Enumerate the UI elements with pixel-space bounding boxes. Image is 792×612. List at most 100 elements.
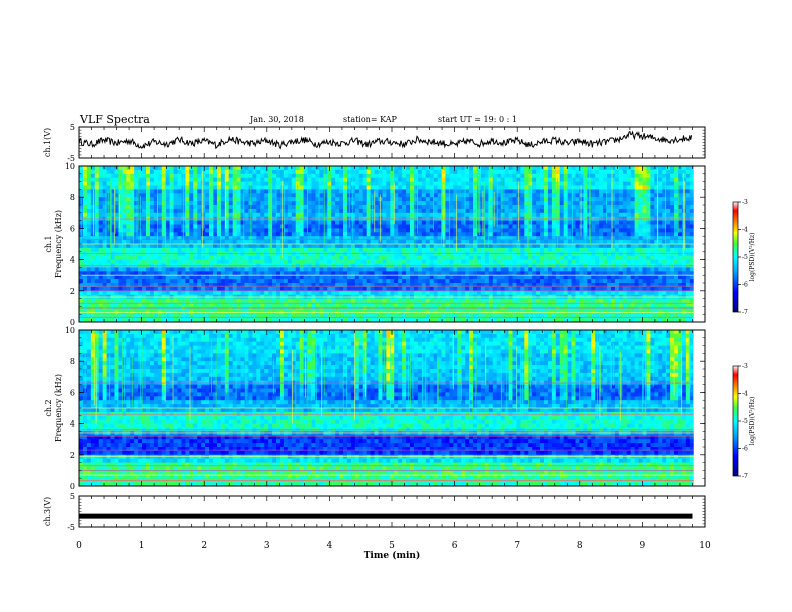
spectrogram-cell bbox=[500, 251, 505, 257]
spectrogram-cell bbox=[189, 279, 194, 284]
spectrogram-cell bbox=[86, 201, 92, 206]
spectrogram-cell bbox=[477, 251, 482, 257]
spectrogram-cell bbox=[610, 205, 616, 210]
spectrogram-cell bbox=[260, 236, 265, 241]
spectrogram-cell bbox=[563, 259, 569, 264]
spectrogram-cell bbox=[394, 185, 399, 190]
spectrogram-cell bbox=[630, 255, 636, 260]
spectrogram-cell bbox=[599, 267, 604, 272]
spectrogram-cell bbox=[571, 181, 576, 186]
spectrogram-cell bbox=[122, 279, 127, 284]
spectrogram-cell bbox=[268, 275, 273, 280]
spectrogram-cell bbox=[473, 193, 478, 198]
spectrogram-cell bbox=[398, 177, 403, 182]
spectrogram-cell bbox=[390, 197, 395, 202]
spectrogram-cell bbox=[201, 251, 206, 257]
spectrogram-cell bbox=[197, 259, 202, 264]
spectrogram-cell bbox=[681, 177, 687, 182]
spectrogram-cell bbox=[220, 193, 226, 198]
spectrogram-cell bbox=[339, 275, 344, 280]
spectrogram-cell bbox=[299, 236, 305, 241]
spectrogram-cell bbox=[603, 255, 608, 260]
spectrogram-cell bbox=[236, 275, 241, 280]
spectrogram-cell bbox=[607, 279, 612, 284]
spectrogram-cell bbox=[248, 177, 253, 182]
spectrogram-cell bbox=[161, 181, 167, 186]
spectrogram-cell bbox=[461, 212, 466, 218]
spectrogram-cell bbox=[662, 232, 667, 237]
spectrogram-cell bbox=[299, 181, 305, 186]
spectrogram-cell bbox=[674, 255, 679, 260]
spectrogram-cell bbox=[102, 220, 107, 225]
spectrogram-cell bbox=[319, 232, 324, 237]
spectrogram-cell bbox=[674, 224, 679, 229]
spectrogram-cell bbox=[595, 208, 600, 214]
spectrogram-cell bbox=[646, 169, 651, 175]
spectrogram-cell bbox=[445, 208, 450, 214]
spectrogram-cell bbox=[575, 220, 580, 225]
spectrogram-cell bbox=[654, 279, 659, 284]
spectrogram-cell bbox=[358, 255, 364, 260]
spectrogram-cell bbox=[335, 247, 340, 253]
spectrogram-cell bbox=[492, 197, 498, 202]
spectrogram-cell bbox=[465, 240, 470, 245]
spectrogram-cell bbox=[642, 236, 647, 241]
spectrogram-cell bbox=[670, 177, 675, 182]
spectrogram-cell bbox=[240, 208, 245, 214]
spectrogram-cell bbox=[153, 267, 159, 272]
spectrogram-cell bbox=[666, 185, 671, 190]
spectrogram-cell bbox=[410, 232, 415, 237]
spectrogram-cell bbox=[674, 193, 679, 198]
spectrogram-cell bbox=[299, 251, 305, 257]
spectrogram-cell bbox=[453, 283, 458, 288]
spectrogram-cell bbox=[607, 177, 612, 182]
spectrogram-cell bbox=[547, 244, 553, 249]
spectrogram-cell bbox=[272, 259, 277, 264]
spectrogram-cell bbox=[638, 201, 643, 206]
spectrogram-cell bbox=[618, 283, 624, 288]
spectrogram-cell bbox=[536, 255, 541, 260]
spectrogram-cell bbox=[469, 193, 474, 198]
spectrogram-cell bbox=[425, 236, 431, 241]
spectrogram-cell bbox=[161, 189, 167, 194]
spectrogram-cell bbox=[551, 169, 557, 175]
spectrogram-cell bbox=[220, 166, 226, 171]
spectrogram-cell bbox=[205, 247, 210, 253]
spectrogram-cell bbox=[437, 267, 442, 272]
spectrogram-cell bbox=[370, 271, 375, 276]
spectrogram-cell bbox=[634, 244, 639, 249]
spectrogram-cell bbox=[402, 279, 407, 284]
spectrogram-cell bbox=[354, 232, 360, 237]
spectrogram-cell bbox=[559, 283, 565, 288]
spectrogram-cell bbox=[287, 189, 293, 194]
spectrogram-cell bbox=[571, 283, 576, 288]
spectrogram-cell bbox=[603, 205, 608, 210]
spectrogram-cell bbox=[311, 275, 316, 280]
spectrogram-cell bbox=[358, 181, 364, 186]
spectrogram-cell bbox=[394, 232, 399, 237]
spectrogram-cell bbox=[366, 205, 371, 210]
spectrogram-cell bbox=[153, 220, 159, 225]
spectrogram-cell bbox=[386, 189, 391, 194]
spectrogram-cell bbox=[587, 259, 592, 264]
spectrogram-cell bbox=[177, 279, 182, 284]
spectrogram-cell bbox=[205, 255, 210, 260]
spectrogram-cell bbox=[595, 283, 600, 288]
spectrogram-cell bbox=[350, 279, 356, 284]
spectrogram-cell bbox=[386, 232, 391, 237]
spectrogram-cell bbox=[114, 228, 119, 233]
spectrogram-cell bbox=[157, 193, 163, 198]
spectrogram-cell bbox=[689, 255, 695, 260]
spectrogram-cell bbox=[287, 267, 293, 272]
spectrogram-cell bbox=[142, 185, 147, 190]
spectrogram-cell bbox=[622, 275, 628, 280]
spectrogram-cell bbox=[567, 240, 572, 245]
spectrogram-cell bbox=[118, 189, 123, 194]
spectrogram-cell bbox=[685, 181, 691, 186]
spectrogram-cell bbox=[323, 197, 328, 202]
spectrogram-cell bbox=[681, 283, 687, 288]
spectrogram-cell bbox=[559, 173, 565, 179]
spectrogram-cell bbox=[350, 173, 356, 179]
spectrogram-cell bbox=[642, 189, 647, 194]
spectrogram-cell bbox=[118, 259, 123, 264]
